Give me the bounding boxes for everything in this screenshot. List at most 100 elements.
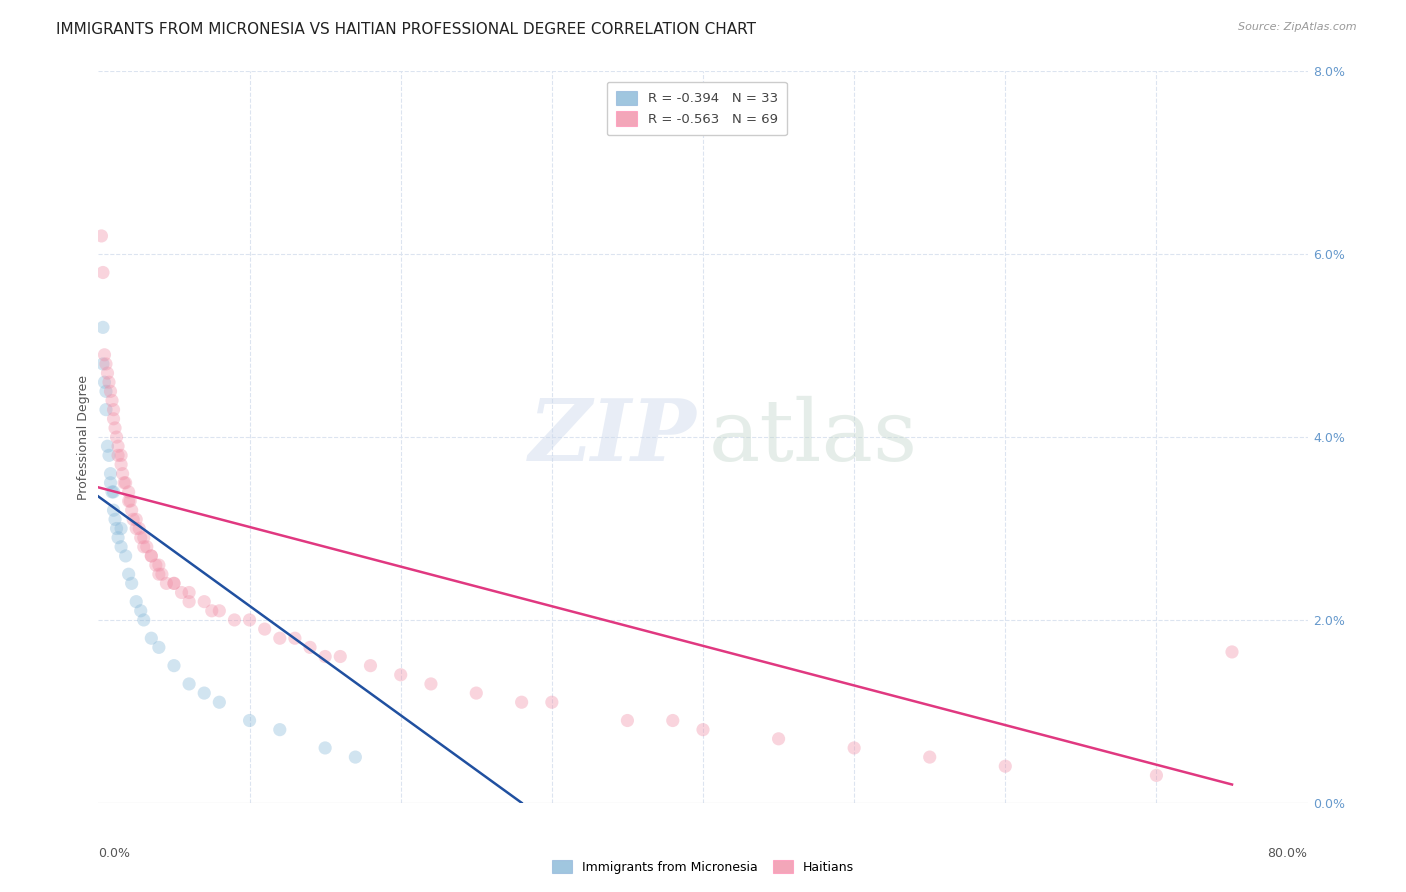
- Point: [616, 714, 638, 728]
- Point: [1146, 768, 1168, 782]
- Point: [129, 531, 152, 545]
- Point: [100, 475, 122, 490]
- Point: [94, 384, 117, 399]
- Point: [100, 467, 122, 481]
- Point: [692, 723, 714, 737]
- Text: Source: ZipAtlas.com: Source: ZipAtlas.com: [1239, 22, 1357, 32]
- Point: [329, 649, 352, 664]
- Point: [107, 531, 129, 545]
- Point: [94, 402, 117, 417]
- Point: [148, 558, 170, 573]
- Text: ZIP: ZIP: [529, 395, 697, 479]
- Legend: Immigrants from Micronesia, Haitians: Immigrants from Micronesia, Haitians: [547, 855, 859, 879]
- Point: [148, 567, 170, 582]
- Point: [465, 686, 488, 700]
- Point: [114, 475, 136, 490]
- Point: [121, 503, 143, 517]
- Point: [360, 658, 382, 673]
- Point: [389, 667, 412, 681]
- Point: [101, 393, 124, 408]
- Point: [284, 632, 307, 646]
- Point: [128, 521, 150, 535]
- Point: [163, 576, 186, 591]
- Point: [118, 485, 141, 500]
- Point: [118, 567, 141, 582]
- Legend: R = -0.394   N = 33, R = -0.563   N = 69: R = -0.394 N = 33, R = -0.563 N = 69: [607, 81, 787, 136]
- Point: [193, 686, 215, 700]
- Point: [344, 750, 367, 764]
- Point: [201, 604, 224, 618]
- Text: IMMIGRANTS FROM MICRONESIA VS HAITIAN PROFESSIONAL DEGREE CORRELATION CHART: IMMIGRANTS FROM MICRONESIA VS HAITIAN PR…: [56, 22, 756, 37]
- Text: 0.0%: 0.0%: [98, 847, 131, 860]
- Point: [111, 467, 134, 481]
- Point: [314, 649, 336, 664]
- Point: [118, 494, 141, 508]
- Point: [1220, 645, 1243, 659]
- Point: [208, 695, 231, 709]
- Point: [253, 622, 276, 636]
- Y-axis label: Professional Degree: Professional Degree: [77, 375, 90, 500]
- Point: [129, 604, 152, 618]
- Point: [91, 320, 114, 334]
- Point: [104, 421, 127, 435]
- Point: [93, 376, 115, 390]
- Point: [141, 549, 163, 563]
- Point: [135, 540, 157, 554]
- Point: [768, 731, 790, 746]
- Point: [91, 266, 114, 280]
- Text: 80.0%: 80.0%: [1268, 847, 1308, 860]
- Point: [239, 613, 262, 627]
- Point: [125, 594, 148, 608]
- Point: [208, 604, 231, 618]
- Point: [145, 558, 167, 573]
- Point: [269, 723, 291, 737]
- Point: [150, 567, 173, 582]
- Point: [541, 695, 564, 709]
- Text: atlas: atlas: [709, 395, 918, 479]
- Point: [155, 576, 177, 591]
- Point: [114, 549, 136, 563]
- Point: [103, 412, 125, 426]
- Point: [269, 632, 291, 646]
- Point: [93, 348, 115, 362]
- Point: [420, 677, 443, 691]
- Point: [163, 658, 186, 673]
- Point: [105, 430, 128, 444]
- Point: [299, 640, 322, 655]
- Point: [193, 594, 215, 608]
- Point: [101, 485, 124, 500]
- Point: [844, 740, 866, 755]
- Point: [179, 585, 201, 599]
- Point: [110, 521, 132, 535]
- Point: [103, 402, 125, 417]
- Point: [163, 576, 186, 591]
- Point: [121, 576, 143, 591]
- Point: [179, 594, 201, 608]
- Point: [91, 357, 114, 371]
- Point: [112, 475, 135, 490]
- Point: [100, 384, 122, 399]
- Point: [98, 376, 121, 390]
- Point: [179, 677, 201, 691]
- Point: [103, 485, 125, 500]
- Point: [105, 521, 128, 535]
- Point: [994, 759, 1017, 773]
- Point: [141, 632, 163, 646]
- Point: [110, 458, 132, 472]
- Point: [132, 531, 155, 545]
- Point: [141, 549, 163, 563]
- Point: [104, 512, 127, 526]
- Point: [98, 449, 121, 463]
- Point: [90, 228, 112, 243]
- Point: [107, 449, 129, 463]
- Point: [132, 540, 155, 554]
- Point: [662, 714, 685, 728]
- Point: [94, 357, 117, 371]
- Point: [103, 503, 125, 517]
- Point: [125, 521, 148, 535]
- Point: [96, 366, 118, 380]
- Point: [170, 585, 193, 599]
- Point: [96, 439, 118, 453]
- Point: [107, 439, 129, 453]
- Point: [110, 449, 132, 463]
